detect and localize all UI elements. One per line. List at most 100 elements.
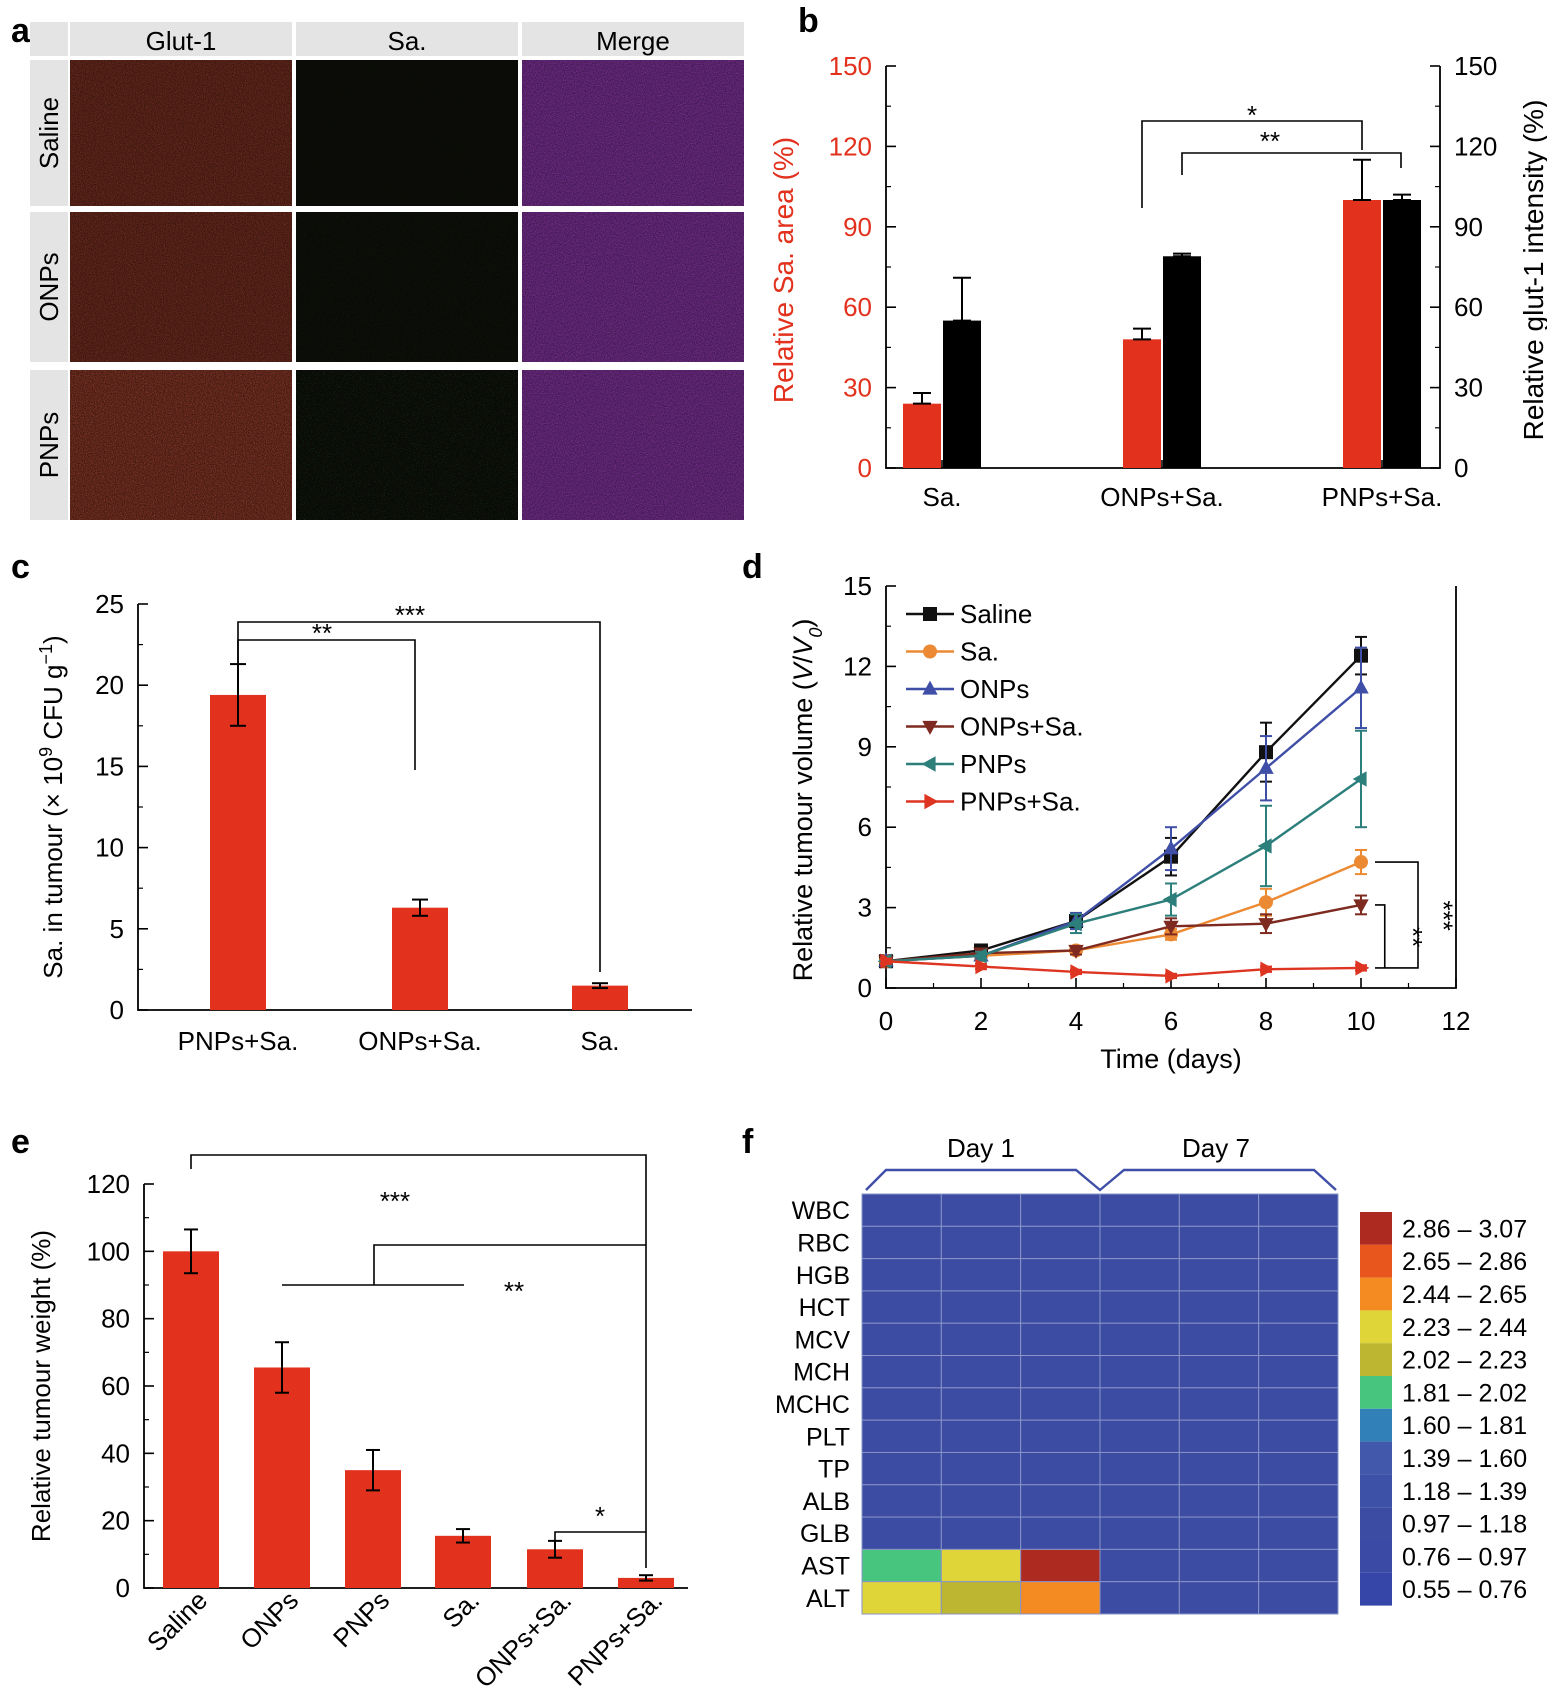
series-line xyxy=(885,960,1362,978)
bar xyxy=(210,694,266,1010)
marker-triangle-right xyxy=(1355,960,1370,976)
error-bar xyxy=(412,898,428,917)
column-header-glut1: Glut-1 xyxy=(146,26,217,56)
significance-star: *** xyxy=(380,1186,410,1216)
row-label: AST xyxy=(801,1553,850,1581)
heatmap-cell xyxy=(861,1290,942,1324)
heatmap-cell xyxy=(1258,1258,1339,1292)
error-bar xyxy=(913,391,931,405)
heatmap-cell xyxy=(1178,1193,1260,1227)
error-bar xyxy=(1173,252,1191,258)
heatmap-cell xyxy=(1178,1225,1260,1260)
heatmap-cell xyxy=(861,1355,942,1389)
heatmap-cell xyxy=(861,1451,942,1486)
panel-c: 0 5 10 15 20 25 PNPs+Sa. ONPs+Sa. Sa. Sa. in tumo… xyxy=(36,589,692,1056)
heatmap-cell xyxy=(1099,1419,1180,1453)
label-part: CFU g xyxy=(38,665,68,747)
y-tick-label: 100 xyxy=(87,1236,130,1266)
panel-letter-a: a xyxy=(11,12,31,50)
heatmap-cell xyxy=(940,1387,1022,1421)
y-tick-label-right: 150 xyxy=(1454,51,1497,81)
y-tick-label: 80 xyxy=(101,1304,130,1334)
y-tick-label: 60 xyxy=(101,1371,130,1401)
y-tick-label-left: 0 xyxy=(858,453,872,483)
label-part: 0 xyxy=(806,628,826,638)
micrograph-dark-patch xyxy=(296,212,518,362)
micrograph-dark-patch xyxy=(70,60,292,206)
series-line xyxy=(885,777,1362,963)
legend-swatch xyxy=(1360,1343,1392,1376)
marker-triangle-left xyxy=(1162,891,1177,908)
marker-triangle-right xyxy=(975,958,990,975)
legend-label: 0.55 – 0.76 xyxy=(1402,1576,1527,1604)
panel-letter-b: b xyxy=(798,2,819,40)
y-tick-label-left: 30 xyxy=(843,373,872,403)
group-label: Day 1 xyxy=(947,1133,1015,1163)
label-part: / xyxy=(788,655,818,663)
heatmap-cell xyxy=(1258,1322,1339,1357)
significance-star: *** xyxy=(1429,900,1459,930)
heatmap-cell xyxy=(1258,1387,1339,1421)
legend-label: 0.97 – 1.18 xyxy=(1402,1511,1527,1539)
x-tick-label: ONPs+Sa. xyxy=(358,1026,482,1056)
y-axis-label: Sa. in tumour (× 109 CFU g−1) xyxy=(36,635,68,978)
marker-triangle-right xyxy=(1260,961,1275,977)
y-tick-label: 25 xyxy=(95,589,124,619)
legend-swatch xyxy=(1360,1572,1392,1606)
heatmap-cell xyxy=(1258,1225,1339,1260)
heatmap-cell xyxy=(1020,1451,1101,1486)
heatmap-cell xyxy=(1099,1355,1180,1389)
heatmap-cell xyxy=(940,1548,1022,1583)
significance-bracket xyxy=(1375,904,1386,968)
heatmap-cell xyxy=(861,1193,942,1227)
label-sup: −1 xyxy=(36,644,56,665)
y-tick-label-left: 150 xyxy=(829,51,872,81)
legend-label: 2.65 – 2.86 xyxy=(1402,1248,1527,1276)
heatmap-cell xyxy=(940,1355,1022,1389)
label-part: Relative tumour volume ( xyxy=(788,681,818,981)
row-label: HCT xyxy=(799,1294,850,1322)
micrograph-dark-patch xyxy=(70,212,292,362)
heatmap-cell xyxy=(1258,1516,1339,1550)
marker-circle xyxy=(1354,855,1368,870)
heatmap-cell xyxy=(940,1258,1022,1292)
row-label: WBC xyxy=(792,1197,850,1225)
heatmap-cell xyxy=(1258,1290,1339,1324)
significance-star: * xyxy=(595,1501,605,1531)
heatmap-cell xyxy=(1178,1516,1260,1550)
x-tick-label: Sa. xyxy=(580,1026,619,1056)
label-part: Sa. in tumour (× 10 xyxy=(38,757,68,979)
y-tick-label: 20 xyxy=(101,1506,130,1536)
y-tick-label: 20 xyxy=(95,670,124,700)
panel-letter-c: c xyxy=(11,548,30,586)
x-tick-label: 6 xyxy=(1164,1006,1178,1036)
series-line xyxy=(885,903,1362,963)
x-tick-label: ONPs+Sa. xyxy=(1100,482,1224,512)
panel-e: 0 20 40 60 80 100 120 Saline ONPs PNPs Sa.ONPs+Sa.… xyxy=(26,1154,688,1694)
significance-bracket xyxy=(237,621,601,972)
significance-bracket xyxy=(1181,152,1402,175)
series-onps-sa-: ONPs+Sa. xyxy=(878,712,1369,970)
heatmap-cell xyxy=(861,1484,942,1518)
y-tick-label-left: 60 xyxy=(843,292,872,322)
y-tick-label: 0 xyxy=(110,995,124,1025)
heatmap-cell xyxy=(1020,1387,1101,1421)
heatmap-cell xyxy=(1099,1451,1180,1486)
x-tick-label: 12 xyxy=(1442,1006,1471,1036)
legend-label: ONPs xyxy=(960,674,1029,704)
heatmap-cell xyxy=(1178,1258,1260,1292)
row-header-saline: Saline xyxy=(34,97,64,169)
label-part: ) xyxy=(38,635,68,644)
y-tick-label-right: 120 xyxy=(1454,131,1497,161)
marker-triangle-up xyxy=(1258,759,1274,774)
heatmap-cell xyxy=(940,1419,1022,1453)
legend-label: 0.76 – 0.97 xyxy=(1402,1543,1527,1571)
panel-letter-e: e xyxy=(11,1123,30,1161)
heatmap-cell xyxy=(1178,1451,1260,1486)
y-tick-label: 10 xyxy=(95,833,124,863)
significance-star: ** xyxy=(1260,126,1280,156)
y-tick-label: 3 xyxy=(858,893,872,923)
row-label: MCV xyxy=(794,1326,850,1354)
marker-triangle-up xyxy=(1163,840,1179,855)
